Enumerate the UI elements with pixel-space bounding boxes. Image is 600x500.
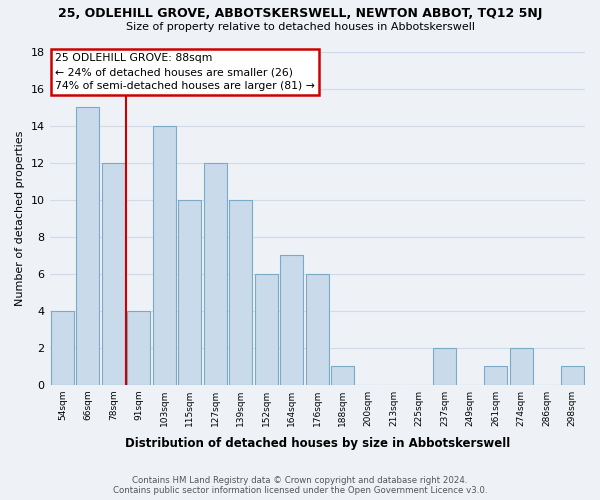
Bar xyxy=(76,107,99,384)
Bar xyxy=(127,310,150,384)
Bar xyxy=(255,274,278,384)
Bar xyxy=(484,366,507,384)
Bar xyxy=(280,255,303,384)
Text: 25, ODLEHILL GROVE, ABBOTSKERSWELL, NEWTON ABBOT, TQ12 5NJ: 25, ODLEHILL GROVE, ABBOTSKERSWELL, NEWT… xyxy=(58,8,542,20)
Bar xyxy=(433,348,456,385)
Bar xyxy=(102,162,125,384)
X-axis label: Distribution of detached houses by size in Abbotskerswell: Distribution of detached houses by size … xyxy=(125,437,510,450)
Bar xyxy=(331,366,354,384)
Bar xyxy=(306,274,329,384)
Bar xyxy=(229,200,252,384)
Bar xyxy=(153,126,176,384)
Text: 25 ODLEHILL GROVE: 88sqm
← 24% of detached houses are smaller (26)
74% of semi-d: 25 ODLEHILL GROVE: 88sqm ← 24% of detach… xyxy=(55,53,315,91)
Text: Size of property relative to detached houses in Abbotskerswell: Size of property relative to detached ho… xyxy=(125,22,475,32)
Bar xyxy=(510,348,533,385)
Text: Contains HM Land Registry data © Crown copyright and database right 2024.
Contai: Contains HM Land Registry data © Crown c… xyxy=(113,476,487,495)
Bar xyxy=(51,310,74,384)
Y-axis label: Number of detached properties: Number of detached properties xyxy=(15,130,25,306)
Bar xyxy=(204,162,227,384)
Bar xyxy=(561,366,584,384)
Bar xyxy=(178,200,201,384)
